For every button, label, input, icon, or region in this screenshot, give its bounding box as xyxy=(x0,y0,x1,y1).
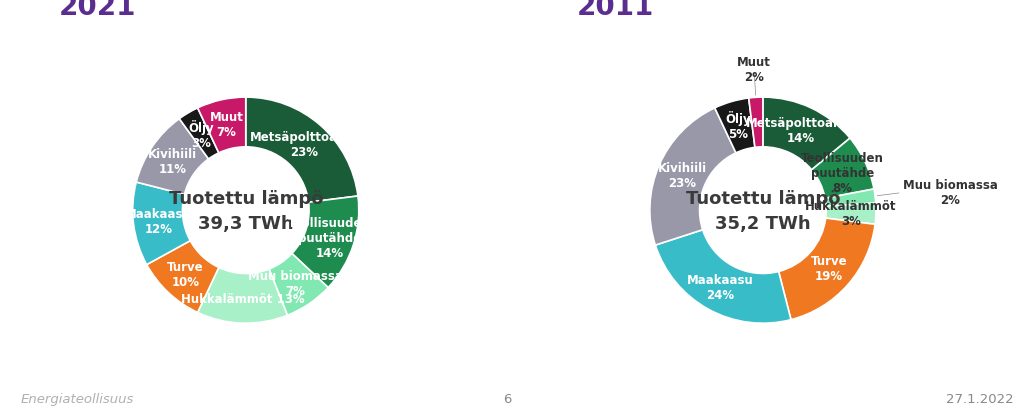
Text: Turve
10%: Turve 10% xyxy=(167,261,204,289)
Text: Teollisuuden
puutähde
8%: Teollisuuden puutähde 8% xyxy=(801,152,884,195)
Text: 27.1.2022: 27.1.2022 xyxy=(946,392,1014,405)
Text: Metsäpolttoaine
23%: Metsäpolttoaine 23% xyxy=(250,131,358,159)
Text: Hukkalämmöt
3%: Hukkalämmöt 3% xyxy=(805,200,897,227)
Text: Hukkalämmöt 13%: Hukkalämmöt 13% xyxy=(181,292,305,305)
Text: Metsäpolttoaine
14%: Metsäpolttoaine 14% xyxy=(746,117,855,145)
Wedge shape xyxy=(778,218,876,320)
Text: 2011: 2011 xyxy=(577,0,653,21)
Wedge shape xyxy=(269,254,328,315)
Text: Teollisuuden
puutähde
14%: Teollisuuden puutähde 14% xyxy=(288,216,371,259)
Text: Tuotettu lämpö
39,3 TWh: Tuotettu lämpö 39,3 TWh xyxy=(169,189,323,232)
Wedge shape xyxy=(136,119,209,195)
Wedge shape xyxy=(655,230,791,324)
Text: Öljy
5%: Öljy 5% xyxy=(725,111,751,141)
Wedge shape xyxy=(292,196,358,288)
Wedge shape xyxy=(133,182,190,265)
Text: Öljy
3%: Öljy 3% xyxy=(188,120,214,150)
Wedge shape xyxy=(812,139,873,199)
Text: Muu biomassa
7%: Muu biomassa 7% xyxy=(248,270,343,297)
Wedge shape xyxy=(246,98,358,203)
Text: Kivihiili
23%: Kivihiili 23% xyxy=(657,162,707,190)
Text: Maakaasu
24%: Maakaasu 24% xyxy=(687,274,754,302)
Text: Energiateollisuus: Energiateollisuus xyxy=(20,392,134,405)
Wedge shape xyxy=(715,99,755,153)
Text: Kivihiili
11%: Kivihiili 11% xyxy=(148,147,198,175)
Wedge shape xyxy=(763,98,850,171)
Text: 6: 6 xyxy=(503,392,511,405)
Wedge shape xyxy=(650,108,736,245)
Text: Muut
2%: Muut 2% xyxy=(737,56,771,84)
Wedge shape xyxy=(146,241,219,313)
Wedge shape xyxy=(749,98,763,148)
Wedge shape xyxy=(198,98,246,153)
Wedge shape xyxy=(825,189,876,207)
Text: Muut
7%: Muut 7% xyxy=(210,111,244,139)
Text: 2021: 2021 xyxy=(59,0,136,21)
Text: Maakaasu
12%: Maakaasu 12% xyxy=(125,208,191,236)
Text: Tuotettu lämpö
35,2 TWh: Tuotettu lämpö 35,2 TWh xyxy=(686,189,840,232)
Wedge shape xyxy=(198,268,288,324)
Text: Turve
19%: Turve 19% xyxy=(811,255,847,283)
Wedge shape xyxy=(179,108,219,160)
Text: Muu biomassa
2%: Muu biomassa 2% xyxy=(903,179,998,207)
Wedge shape xyxy=(825,204,876,225)
